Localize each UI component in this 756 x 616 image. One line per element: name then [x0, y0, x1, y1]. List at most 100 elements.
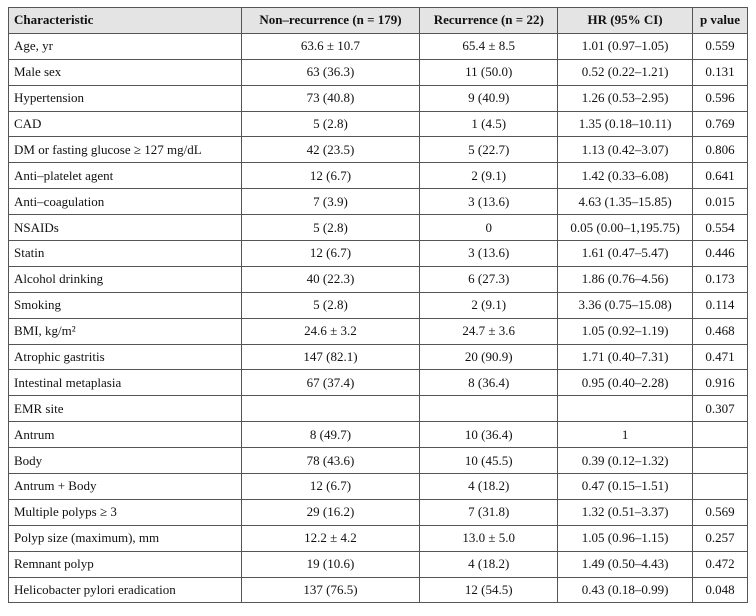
- table-cell: Multiple polyps ≥ 3: [8, 498, 242, 526]
- table-cell: 1.01 (0.97–1.05): [557, 32, 693, 60]
- header-cell: p value: [692, 7, 748, 34]
- table-cell: 0.916: [692, 369, 748, 397]
- table-cell: 2 (9.1): [419, 162, 559, 190]
- table-cell: Alcohol drinking: [8, 265, 242, 293]
- table-cell: DM or fasting glucose ≥ 127 mg/dL: [8, 136, 242, 164]
- table-row: Helicobacter pylori eradication 137 (76.5…: [8, 576, 748, 604]
- table-cell: [240, 395, 421, 423]
- table-cell: 0.114: [692, 291, 748, 319]
- table-cell: 63 (36.3): [240, 58, 421, 86]
- table-row: Remnant polyp 19 (10.6) 4 (18.2) 1.49 (0.50…: [8, 550, 748, 578]
- table-cell: 3 (13.6): [419, 240, 559, 267]
- table-cell: 0.596: [692, 84, 748, 112]
- table-cell: 0.472: [692, 550, 748, 578]
- table-cell: 1.71 (0.40–7.31): [557, 343, 693, 371]
- table-cell: 5 (2.8): [240, 214, 421, 242]
- table-cell: 7 (31.8): [419, 498, 559, 526]
- table-cell: 12.2 ± 4.2: [240, 524, 421, 552]
- table-row: Statin 12 (6.7) 3 (13.6) 1.61 (0.47–5.47) 0.…: [8, 240, 748, 267]
- table-cell: 137 (76.5): [240, 576, 421, 604]
- table-cell: 8 (36.4): [419, 369, 559, 397]
- table-cell: 12 (6.7): [240, 162, 421, 190]
- table-cell: [557, 395, 693, 423]
- table-cell: 5 (2.8): [240, 291, 421, 319]
- table-cell: 0.468: [692, 317, 748, 345]
- table-cell: Anti–platelet agent: [8, 162, 242, 190]
- table-cell: Anti–coagulation: [8, 188, 242, 216]
- table-cell: 0.52 (0.22–1.21): [557, 58, 693, 86]
- table-cell: 8 (49.7): [240, 421, 421, 449]
- table-cell: 40 (22.3): [240, 265, 421, 293]
- table-cell: 4 (18.2): [419, 473, 559, 500]
- table-cell: 29 (16.2): [240, 498, 421, 526]
- table-cell: Statin: [8, 240, 242, 267]
- table-cell: 24.7 ± 3.6: [419, 317, 559, 345]
- table-row: Smoking 5 (2.8) 2 (9.1) 3.36 (0.75–15.08) 0.…: [8, 291, 748, 319]
- table-cell: 0.048: [692, 576, 748, 604]
- table-cell: 1.13 (0.42–3.07): [557, 136, 693, 164]
- table-cell: 0.39 (0.12–1.32): [557, 447, 693, 475]
- table-cell: 3.36 (0.75–15.08): [557, 291, 693, 319]
- table-cell: 20 (90.9): [419, 343, 559, 371]
- table-cell: [419, 395, 559, 423]
- table-cell: CAD: [8, 110, 242, 138]
- data-table: Characteristic Non–recurrence (n = 179) Re…: [8, 7, 748, 604]
- table-cell: Male sex: [8, 58, 242, 86]
- table-cell: 0.131: [692, 58, 748, 86]
- table-cell: [692, 421, 748, 449]
- table-cell: 12 (54.5): [419, 576, 559, 604]
- table-cell: EMR site: [8, 395, 242, 423]
- table-cell: 0.554: [692, 214, 748, 242]
- header-cell: HR (95% CI): [557, 7, 693, 34]
- table-cell: 13.0 ± 5.0: [419, 524, 559, 552]
- table-cell: 2 (9.1): [419, 291, 559, 319]
- header-cell: Non–recurrence (n = 179): [240, 7, 421, 34]
- table-cell: 1: [557, 421, 693, 449]
- table-cell: 1.05 (0.92–1.19): [557, 317, 693, 345]
- table-cell: 65.4 ± 8.5: [419, 32, 559, 60]
- table-cell: 5 (22.7): [419, 136, 559, 164]
- table-cell: 9 (40.9): [419, 84, 559, 112]
- table-cell: 12 (6.7): [240, 240, 421, 267]
- table-cell: Antrum: [8, 421, 242, 449]
- table-cell: 0.471: [692, 343, 748, 371]
- table-row: Polyp size (maximum), mm 12.2 ± 4.2 13.0 ±…: [8, 524, 748, 552]
- table-row: Antrum 8 (49.7) 10 (36.4) 1: [8, 421, 748, 449]
- table-row: Multiple polyps ≥ 3 29 (16.2) 7 (31.8) 1.32…: [8, 498, 748, 526]
- table-cell: 12 (6.7): [240, 473, 421, 500]
- table-cell: [692, 447, 748, 475]
- table-cell: 0.173: [692, 265, 748, 293]
- table-cell: 63.6 ± 10.7: [240, 32, 421, 60]
- table-cell: 24.6 ± 3.2: [240, 317, 421, 345]
- table-row: Atrophic gastritis 147 (82.1) 20 (90.9) 1.7…: [8, 343, 748, 371]
- table-cell: 6 (27.3): [419, 265, 559, 293]
- table-cell: 0.769: [692, 110, 748, 138]
- table-cell: 0.05 (0.00–1,195.75): [557, 214, 693, 242]
- header-cell: Recurrence (n = 22): [419, 7, 559, 34]
- table-cell: 0.95 (0.40–2.28): [557, 369, 693, 397]
- table-cell: 0.641: [692, 162, 748, 190]
- table-cell: 42 (23.5): [240, 136, 421, 164]
- table-row: Intestinal metaplasia 67 (37.4) 8 (36.4) 0.…: [8, 369, 748, 397]
- table-cell: 0.806: [692, 136, 748, 164]
- table-cell: 0.307: [692, 395, 748, 423]
- table-cell: 10 (36.4): [419, 421, 559, 449]
- table-cell: BMI, kg/m²: [8, 317, 242, 345]
- header-cell: Characteristic: [8, 7, 242, 34]
- table-cell: 0: [419, 214, 559, 242]
- table-cell: 1.49 (0.50–4.43): [557, 550, 693, 578]
- table-cell: 0.446: [692, 240, 748, 267]
- table-cell: 67 (37.4): [240, 369, 421, 397]
- table-cell: 1.61 (0.47–5.47): [557, 240, 693, 267]
- table-cell: Intestinal metaplasia: [8, 369, 242, 397]
- table-cell: Body: [8, 447, 242, 475]
- table-cell: Atrophic gastritis: [8, 343, 242, 371]
- table-row: Hypertension 73 (40.8) 9 (40.9) 1.26 (0.53–…: [8, 84, 748, 112]
- table-cell: Antrum + Body: [8, 473, 242, 500]
- table-cell: 4 (18.2): [419, 550, 559, 578]
- table-cell: 10 (45.5): [419, 447, 559, 475]
- table-row: NSAIDs 5 (2.8) 0 0.05 (0.00–1,195.75) 0.554: [8, 214, 748, 242]
- table-row: Age, yr 63.6 ± 10.7 65.4 ± 8.5 1.01 (0.97–1…: [8, 32, 748, 60]
- table-row: EMR site 0.307: [8, 395, 748, 423]
